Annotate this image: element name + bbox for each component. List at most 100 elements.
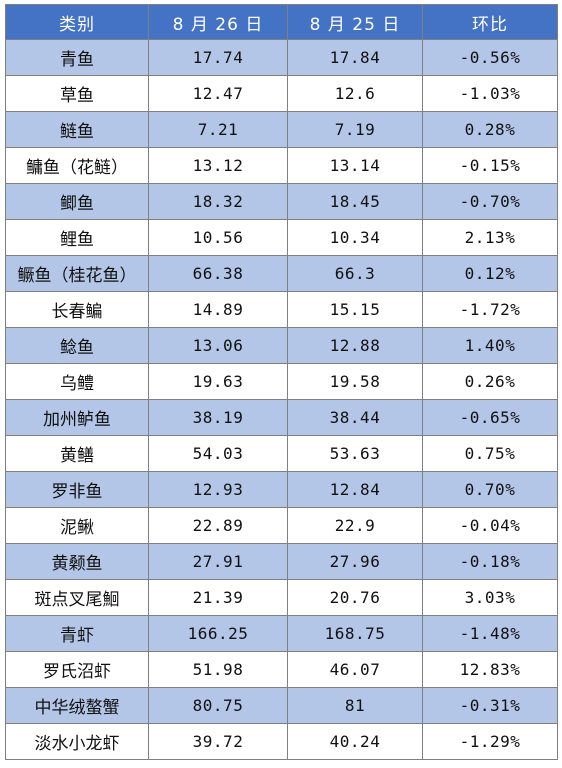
cell-category: 草鱼 — [5, 75, 149, 112]
cell-category: 罗氏沼虾 — [5, 651, 149, 688]
cell-aug-26: 17.74 — [148, 39, 288, 76]
cell-category: 鳜鱼（桂花鱼） — [5, 255, 149, 292]
cell-aug-25: 53.63 — [287, 435, 423, 472]
cell-category: 罗非鱼 — [5, 471, 149, 508]
cell-aug-26: 13.12 — [148, 147, 288, 184]
cell-change: 2.13% — [422, 219, 558, 256]
cell-aug-25: 19.58 — [287, 363, 423, 400]
cell-category: 乌鳢 — [5, 363, 149, 400]
cell-aug-25: 12.6 — [287, 75, 423, 112]
cell-aug-25: 46.07 — [287, 651, 423, 688]
cell-change: 12.83% — [422, 651, 558, 688]
cell-change: 0.26% — [422, 363, 558, 400]
table-row: 青虾 166.25 168.75 -1.48% — [5, 615, 558, 652]
cell-aug-26: 39.72 — [148, 723, 288, 760]
cell-aug-25: 10.34 — [287, 219, 423, 256]
cell-aug-25: 17.84 — [287, 39, 423, 76]
cell-aug-25: 20.76 — [287, 579, 423, 616]
cell-change: -0.31% — [422, 687, 558, 724]
cell-category: 鳙鱼（花鲢） — [5, 147, 149, 184]
cell-change: -1.72% — [422, 291, 558, 328]
cell-aug-25: 38.44 — [287, 399, 423, 436]
cell-change: 0.12% — [422, 255, 558, 292]
cell-aug-26: 12.93 — [148, 471, 288, 508]
cell-category: 鲢鱼 — [5, 111, 149, 148]
cell-category: 鲶鱼 — [5, 327, 149, 364]
cell-category: 青虾 — [5, 615, 149, 652]
cell-aug-26: 21.39 — [148, 579, 288, 616]
cell-category: 中华绒螯蟹 — [5, 687, 149, 724]
cell-aug-26: 12.47 — [148, 75, 288, 112]
header-aug-26: 8 月 26 日 — [148, 4, 288, 40]
cell-aug-25: 81 — [287, 687, 423, 724]
cell-aug-26: 166.25 — [148, 615, 288, 652]
cell-aug-25: 27.96 — [287, 543, 423, 580]
header-category: 类别 — [5, 4, 149, 40]
cell-change: 0.28% — [422, 111, 558, 148]
cell-change: -0.15% — [422, 147, 558, 184]
table-row: 罗非鱼 12.93 12.84 0.70% — [5, 471, 558, 508]
table-row: 泥鳅 22.89 22.9 -0.04% — [5, 507, 558, 544]
cell-category: 加州鲈鱼 — [5, 399, 149, 436]
cell-change: 3.03% — [422, 579, 558, 616]
table-row: 黄颡鱼 27.91 27.96 -0.18% — [5, 543, 558, 580]
cell-change: 1.40% — [422, 327, 558, 364]
cell-aug-25: 168.75 — [287, 615, 423, 652]
cell-category: 长春鳊 — [5, 291, 149, 328]
cell-aug-25: 13.14 — [287, 147, 423, 184]
cell-aug-26: 51.98 — [148, 651, 288, 688]
price-table: 类别 8 月 26 日 8 月 25 日 环比 青鱼 17.74 17.84 -… — [5, 4, 558, 760]
cell-change: -0.65% — [422, 399, 558, 436]
table-row: 黄鳝 54.03 53.63 0.75% — [5, 435, 558, 472]
table-row: 鲢鱼 7.21 7.19 0.28% — [5, 111, 558, 148]
cell-aug-25: 40.24 — [287, 723, 423, 760]
cell-change: -1.03% — [422, 75, 558, 112]
table-row: 鳙鱼（花鲢） 13.12 13.14 -0.15% — [5, 147, 558, 184]
cell-aug-26: 14.89 — [148, 291, 288, 328]
cell-category: 鲫鱼 — [5, 183, 149, 220]
cell-category: 青鱼 — [5, 39, 149, 76]
cell-category: 淡水小龙虾 — [5, 723, 149, 760]
table-row: 淡水小龙虾 39.72 40.24 -1.29% — [5, 723, 558, 760]
cell-aug-25: 15.15 — [287, 291, 423, 328]
cell-aug-26: 54.03 — [148, 435, 288, 472]
table-header-row: 类别 8 月 26 日 8 月 25 日 环比 — [5, 4, 558, 40]
cell-aug-26: 18.32 — [148, 183, 288, 220]
cell-change: -1.48% — [422, 615, 558, 652]
table-row: 长春鳊 14.89 15.15 -1.72% — [5, 291, 558, 328]
cell-change: 0.70% — [422, 471, 558, 508]
cell-change: -0.04% — [422, 507, 558, 544]
table-row: 鲶鱼 13.06 12.88 1.40% — [5, 327, 558, 364]
cell-change: 0.75% — [422, 435, 558, 472]
cell-aug-25: 12.84 — [287, 471, 423, 508]
table-row: 青鱼 17.74 17.84 -0.56% — [5, 39, 558, 76]
cell-aug-25: 12.88 — [287, 327, 423, 364]
cell-aug-26: 22.89 — [148, 507, 288, 544]
cell-category: 黄颡鱼 — [5, 543, 149, 580]
table-row: 草鱼 12.47 12.6 -1.03% — [5, 75, 558, 112]
cell-change: -0.18% — [422, 543, 558, 580]
header-aug-25: 8 月 25 日 — [287, 4, 423, 40]
table-row: 鲫鱼 18.32 18.45 -0.70% — [5, 183, 558, 220]
price-table-container: 类别 8 月 26 日 8 月 25 日 环比 青鱼 17.74 17.84 -… — [5, 4, 558, 760]
cell-aug-26: 27.91 — [148, 543, 288, 580]
table-row: 加州鲈鱼 38.19 38.44 -0.65% — [5, 399, 558, 436]
table-row: 乌鳢 19.63 19.58 0.26% — [5, 363, 558, 400]
cell-aug-25: 7.19 — [287, 111, 423, 148]
cell-aug-26: 66.38 — [148, 255, 288, 292]
table-row: 中华绒螯蟹 80.75 81 -0.31% — [5, 687, 558, 724]
cell-aug-26: 19.63 — [148, 363, 288, 400]
cell-aug-25: 66.3 — [287, 255, 423, 292]
cell-aug-25: 18.45 — [287, 183, 423, 220]
cell-category: 泥鳅 — [5, 507, 149, 544]
cell-aug-26: 7.21 — [148, 111, 288, 148]
table-row: 罗氏沼虾 51.98 46.07 12.83% — [5, 651, 558, 688]
cell-aug-25: 22.9 — [287, 507, 423, 544]
cell-aug-26: 13.06 — [148, 327, 288, 364]
cell-aug-26: 10.56 — [148, 219, 288, 256]
cell-category: 黄鳝 — [5, 435, 149, 472]
table-body: 青鱼 17.74 17.84 -0.56% 草鱼 12.47 12.6 -1.0… — [5, 39, 558, 760]
table-row: 鲤鱼 10.56 10.34 2.13% — [5, 219, 558, 256]
table-row: 斑点叉尾鮰 21.39 20.76 3.03% — [5, 579, 558, 616]
cell-category: 斑点叉尾鮰 — [5, 579, 149, 616]
